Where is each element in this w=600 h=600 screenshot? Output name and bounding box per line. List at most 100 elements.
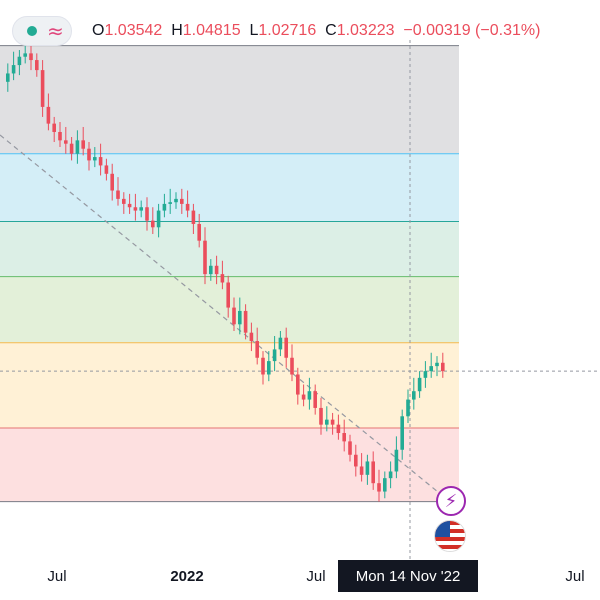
candle-body <box>139 207 143 211</box>
candle-body <box>388 471 393 479</box>
candle-body <box>290 357 294 375</box>
candle-body <box>301 394 306 400</box>
close-label: C <box>325 22 337 39</box>
lightning-icon[interactable]: ⚡ <box>436 486 466 516</box>
candle-body <box>156 210 161 228</box>
low-value: 1.02716 <box>258 22 317 39</box>
candle-body <box>151 220 155 228</box>
candle-body <box>232 307 236 325</box>
candle-body <box>296 374 300 395</box>
candle-body <box>46 106 51 124</box>
candle-body <box>127 203 132 208</box>
candle-body <box>307 391 312 400</box>
x-tick-label: 2022 <box>170 568 204 585</box>
candle-body <box>162 203 167 211</box>
candle-body <box>133 207 138 211</box>
fib-zone <box>0 153 459 222</box>
candle-body <box>238 310 242 325</box>
candle-body <box>406 399 410 417</box>
open-value: 1.03542 <box>104 22 163 39</box>
candle-body <box>267 361 271 375</box>
candle-body <box>40 70 45 107</box>
x-tick-label: Jul <box>47 568 67 585</box>
change-value: −0.00319 (−0.31%) <box>403 22 541 39</box>
candle-body <box>441 362 445 372</box>
candle-body <box>330 419 335 425</box>
status-dot-icon <box>27 26 37 36</box>
candle-body <box>11 65 16 74</box>
candle-body <box>17 56 22 66</box>
candle-body <box>93 157 97 161</box>
candle-body <box>81 140 85 149</box>
candle-body <box>35 60 39 71</box>
ohlc-readout: O1.03542 H1.04815 L1.02716 C1.03223 −0.0… <box>92 22 540 40</box>
candle-body <box>278 337 283 350</box>
legend-toggle[interactable]: ≈ <box>12 16 72 46</box>
candle-body <box>87 148 91 161</box>
candle-body <box>435 362 439 367</box>
candle-body <box>284 337 288 358</box>
candle-body <box>168 202 172 204</box>
candle-body <box>98 157 103 166</box>
candle-body <box>313 391 317 408</box>
candle-body <box>336 424 341 434</box>
candle-body <box>29 53 33 61</box>
candle-body <box>23 53 27 57</box>
candle-body <box>342 433 346 442</box>
candle-body <box>319 407 323 425</box>
candle-body <box>214 265 219 275</box>
candle-body <box>359 466 364 475</box>
wave-icon: ≈ <box>47 19 64 43</box>
candle-body <box>348 441 352 455</box>
x-tick-label: Jul <box>306 568 326 585</box>
candle-body <box>394 449 399 472</box>
candle-body <box>110 173 114 191</box>
candle-body <box>261 357 265 375</box>
candle-body <box>383 478 387 492</box>
trend-line <box>0 134 439 493</box>
candle-body <box>412 391 416 400</box>
low-label: L <box>249 22 259 39</box>
candle-body <box>365 461 370 475</box>
fib-zone <box>0 342 459 428</box>
candle-body <box>116 190 120 199</box>
candle-body <box>174 198 178 203</box>
candle-body <box>58 131 62 141</box>
candle-body <box>220 274 225 283</box>
candle-body <box>52 123 56 132</box>
candle-body <box>75 140 80 154</box>
candle-body <box>122 198 126 204</box>
candle-body <box>243 310 248 333</box>
candle-body <box>249 332 254 342</box>
candle-body <box>325 419 329 425</box>
candle-body <box>400 416 404 450</box>
candle-body <box>6 73 10 82</box>
crosshair-date-badge: Mon 14 Nov '22 <box>338 560 478 592</box>
candle-body <box>377 483 381 492</box>
candle-body <box>64 140 68 144</box>
candle-body <box>104 165 109 174</box>
candle-body <box>185 203 190 211</box>
candle-body <box>69 143 74 154</box>
candle-body <box>417 377 422 392</box>
candle-body <box>423 371 428 378</box>
candle-body <box>209 265 213 275</box>
candle-body <box>272 349 277 362</box>
x-tick-label: Jul <box>565 568 585 585</box>
us-flag-icon[interactable] <box>434 520 466 552</box>
open-label: O <box>92 22 105 39</box>
candle-body <box>197 223 201 241</box>
fib-zone <box>0 221 459 277</box>
candle-body <box>180 198 184 204</box>
candle-body <box>255 341 259 358</box>
close-value: 1.03223 <box>336 22 395 39</box>
high-label: H <box>171 22 183 39</box>
candle-body <box>145 207 149 221</box>
candle-body <box>203 240 207 275</box>
high-value: 1.04815 <box>182 22 241 39</box>
candle-body <box>226 282 230 308</box>
candle-body <box>354 454 358 467</box>
candle-body <box>429 366 433 372</box>
